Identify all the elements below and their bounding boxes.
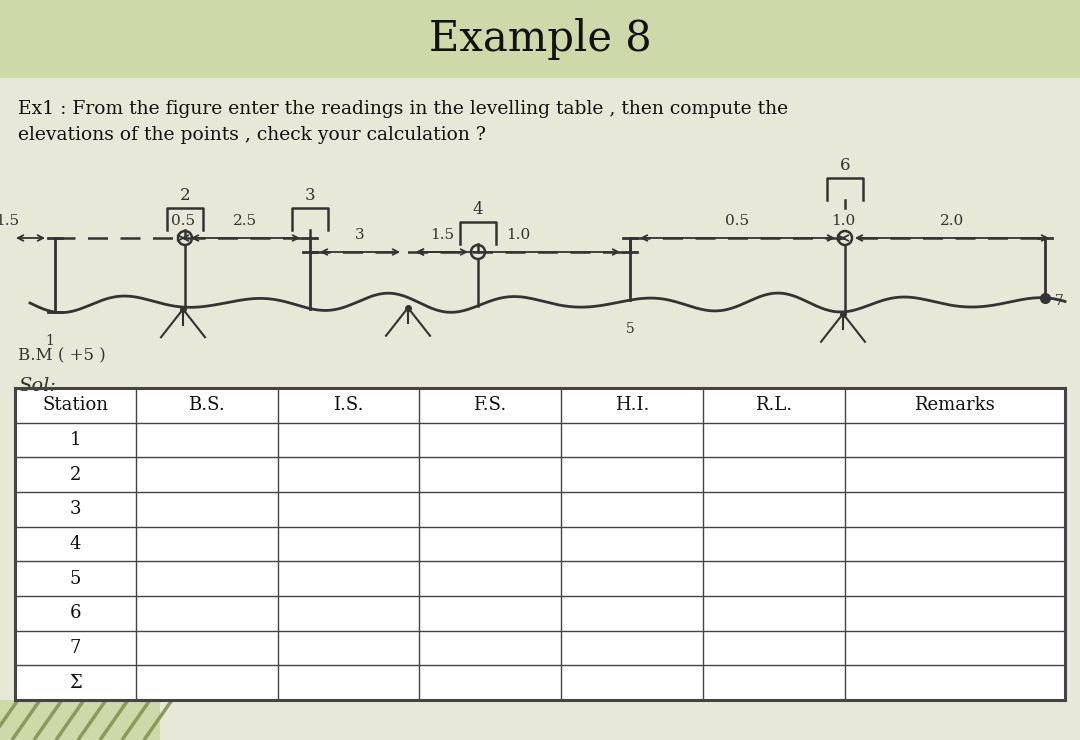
Text: 4: 4 [70,535,81,553]
Text: 6: 6 [69,605,81,622]
Text: elevations of the points , check your calculation ?: elevations of the points , check your ca… [18,126,486,144]
Text: Σ: Σ [69,673,82,692]
Text: Remarks: Remarks [915,397,995,414]
Text: Example 8: Example 8 [429,18,651,60]
Text: F.S.: F.S. [473,397,507,414]
Text: 2.5: 2.5 [233,214,257,228]
Text: 2: 2 [70,465,81,484]
Text: R.L.: R.L. [755,397,793,414]
Text: Sol:: Sol: [18,377,56,395]
Text: H.I.: H.I. [615,397,649,414]
Text: 1: 1 [69,431,81,449]
Text: 1.0: 1.0 [505,228,530,242]
Text: 7: 7 [1054,294,1064,308]
Bar [0,0,1080,78]
Text: 4: 4 [473,201,484,218]
Text: 5: 5 [625,322,634,336]
Text: 2: 2 [179,187,190,204]
Text: I.S.: I.S. [333,397,364,414]
Text: 0.5: 0.5 [171,214,195,228]
Text: 1.0: 1.0 [831,214,855,228]
Text: 1.5: 1.5 [0,214,19,228]
Text: 2.0: 2.0 [940,214,964,228]
Bar [0,700,160,740]
Text: 7: 7 [70,639,81,657]
Text: Station: Station [42,397,108,414]
Text: B.M ( +5 ): B.M ( +5 ) [18,347,106,364]
Text: 3: 3 [355,228,365,242]
Text: 0.5: 0.5 [726,214,750,228]
Text: 3: 3 [305,187,315,204]
Text: 3: 3 [69,500,81,518]
Bar [15,388,1065,700]
Text: 1: 1 [45,334,54,348]
Text: 6: 6 [840,157,850,174]
Text: Ex1 : From the figure enter the readings in the levelling table , then compute t: Ex1 : From the figure enter the readings… [18,100,788,118]
Text: 5: 5 [70,570,81,588]
Text: 1.5: 1.5 [430,228,454,242]
Text: B.S.: B.S. [188,397,225,414]
